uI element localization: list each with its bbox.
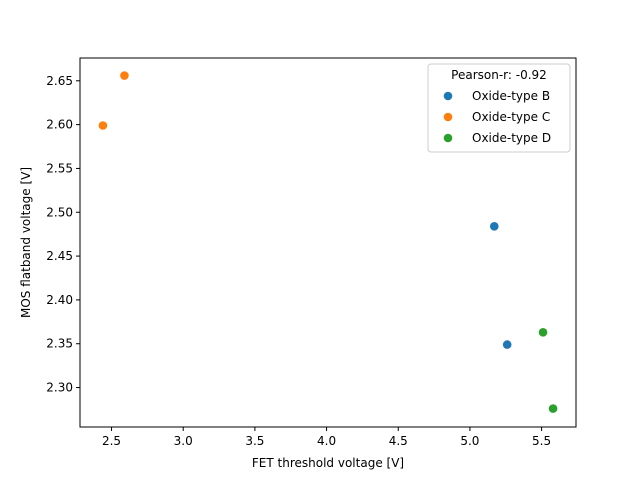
x-tick-label: 2.5 xyxy=(102,434,121,448)
x-axis: 2.5 3.0 3.5 4.0 4.5 5.0 5.5 xyxy=(102,427,551,448)
legend-title: Pearson-r: -0.92 xyxy=(451,68,547,82)
y-tick-label: 2.50 xyxy=(46,205,73,219)
x-tick-label: 5.0 xyxy=(460,434,479,448)
x-tick-label: 4.0 xyxy=(317,434,336,448)
data-point-series-0 xyxy=(502,340,512,349)
y-axis-label: MOS flatband voltage [V] xyxy=(19,167,33,318)
data-point-series-2 xyxy=(548,404,558,413)
y-tick-label: 2.40 xyxy=(46,293,73,307)
axes-frame xyxy=(79,57,577,428)
y-tick-label: 2.55 xyxy=(46,161,73,175)
data-point-series-1 xyxy=(120,71,129,80)
y-tick-label: 2.65 xyxy=(46,74,73,88)
y-tick-label: 2.45 xyxy=(46,249,73,263)
y-axis: 2.30 2.35 2.40 2.45 2.50 2.55 2.60 2.65 xyxy=(46,74,80,395)
legend-marker-series-1 xyxy=(443,112,453,122)
y-tick-label: 2.30 xyxy=(46,381,73,395)
legend-entry-label: Oxide-type D xyxy=(472,131,551,145)
x-tick-label: 5.5 xyxy=(532,434,551,448)
x-tick-label: 3.0 xyxy=(174,434,193,448)
data-point-series-0 xyxy=(489,221,499,231)
data-point-series-1 xyxy=(98,121,108,130)
plot-area xyxy=(98,71,558,413)
y-tick-label: 2.60 xyxy=(46,118,73,132)
x-axis-label: FET threshold voltage [V] xyxy=(252,456,404,470)
legend-marker-series-2 xyxy=(443,133,453,143)
data-point-series-2 xyxy=(538,328,548,337)
x-tick-label: 4.5 xyxy=(389,434,408,448)
legend-box xyxy=(427,63,571,153)
legend-marker-series-0 xyxy=(443,91,453,101)
legend: Pearson-r: -0.92 Oxide-type B Oxide-type … xyxy=(427,63,571,153)
x-tick-label: 3.5 xyxy=(245,434,264,448)
legend-entry-label: Oxide-type B xyxy=(472,89,550,103)
y-tick-label: 2.35 xyxy=(46,337,73,351)
legend-entry-label: Oxide-type C xyxy=(472,110,550,124)
